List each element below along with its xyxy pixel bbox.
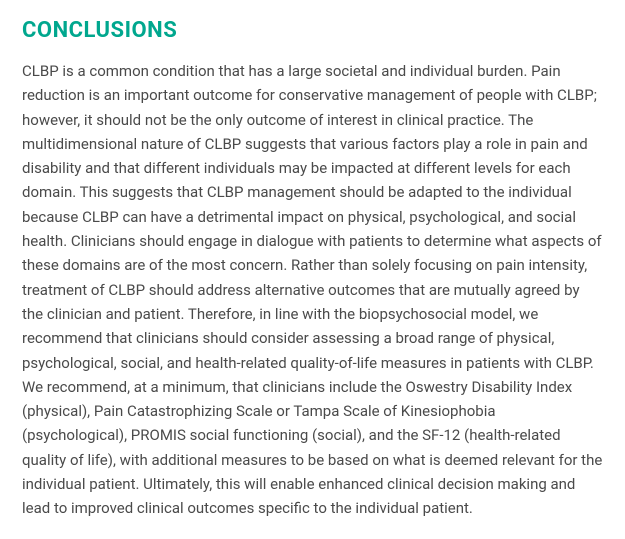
conclusions-heading: CONCLUSIONS xyxy=(22,18,603,43)
conclusions-body-text: CLBP is a common condition that has a la… xyxy=(22,59,603,521)
